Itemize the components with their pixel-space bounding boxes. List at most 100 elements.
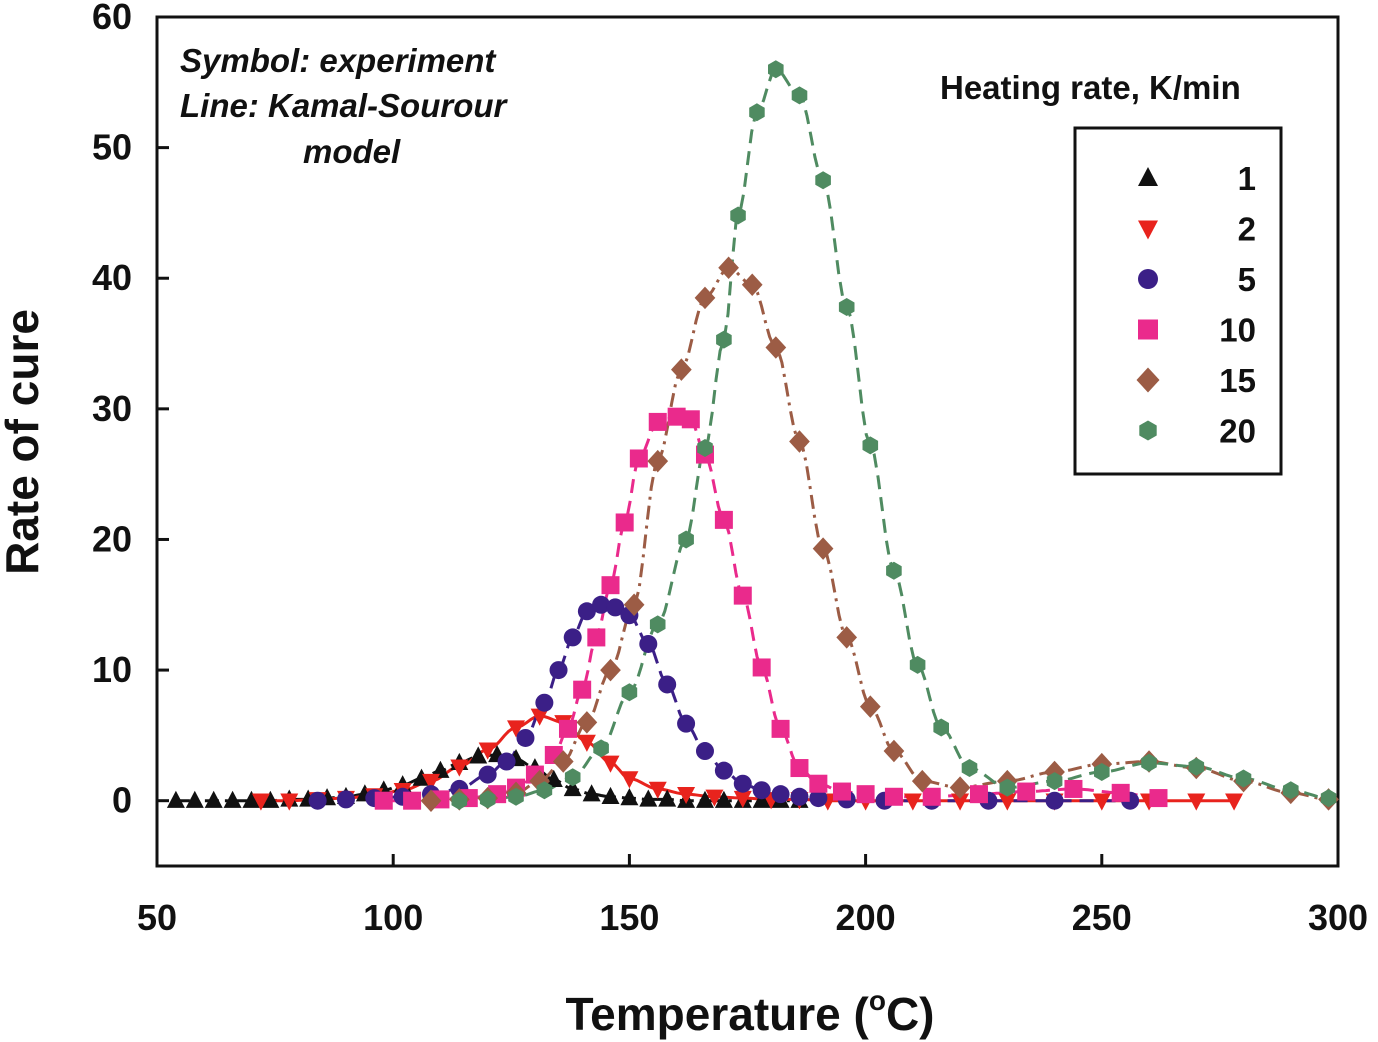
- data-point-1: [639, 789, 658, 807]
- data-point-20: [1235, 769, 1252, 788]
- data-point-5: [577, 602, 596, 621]
- legend-label-5: 5: [1238, 261, 1256, 298]
- x-tick-label: 50: [137, 897, 177, 938]
- data-point-15: [576, 711, 598, 734]
- x-tick-label: 300: [1308, 897, 1368, 938]
- data-point-20: [479, 790, 496, 809]
- data-point-15: [694, 286, 716, 310]
- experiment-markers: [166, 60, 1339, 812]
- data-point-1: [166, 790, 185, 808]
- data-point-10: [832, 782, 851, 801]
- data-point-5: [677, 714, 696, 733]
- data-point-15: [718, 256, 739, 280]
- data-point-10: [374, 791, 393, 810]
- data-point-10: [403, 791, 422, 810]
- data-point-20: [716, 330, 732, 349]
- data-point-20: [961, 759, 978, 777]
- legend-label-10: 10: [1219, 312, 1256, 349]
- data-point-1: [204, 790, 223, 808]
- legend-title: Heating rate, K/min: [940, 69, 1241, 106]
- data-point-20: [593, 739, 609, 758]
- data-point-5: [592, 595, 611, 614]
- data-point-2: [421, 773, 440, 791]
- data-point-2: [530, 708, 549, 726]
- model-curve-15: [430, 266, 1329, 803]
- data-point-15: [836, 626, 858, 649]
- data-point-15: [765, 336, 787, 359]
- data-point-10: [733, 586, 752, 605]
- data-point-10: [884, 787, 903, 806]
- data-point-20: [621, 683, 638, 702]
- legend-label-1: 1: [1238, 160, 1256, 197]
- data-point-5: [497, 752, 516, 771]
- data-point-1: [752, 790, 771, 808]
- data-point-15: [420, 789, 442, 812]
- data-point-5: [809, 789, 828, 808]
- series-10-points: [374, 407, 1168, 810]
- data-point-15: [671, 358, 692, 381]
- data-point-15: [812, 537, 834, 560]
- data-point-2: [1225, 793, 1244, 811]
- data-point-2: [677, 786, 696, 805]
- y-tick-label: 10: [92, 649, 132, 690]
- y-tick-label: 40: [92, 257, 132, 298]
- data-point-10: [1111, 783, 1130, 802]
- data-point-20: [697, 439, 713, 457]
- data-point-10: [601, 576, 620, 595]
- data-point-10: [1064, 779, 1083, 798]
- legend-marker-15: [1136, 367, 1160, 393]
- note-symbol: Symbol: experiment: [180, 42, 497, 79]
- data-point-10: [790, 759, 809, 778]
- data-point-10: [856, 785, 875, 804]
- data-point-10: [615, 513, 634, 532]
- data-point-1: [563, 779, 582, 797]
- data-point-2: [478, 742, 497, 760]
- data-point-5: [695, 742, 714, 761]
- data-point-20: [508, 787, 524, 806]
- y-axis-title: Rate of cure: [0, 309, 48, 575]
- x-tick-label: 150: [599, 897, 659, 938]
- data-point-15: [911, 769, 933, 793]
- data-point-20: [451, 791, 468, 810]
- data-point-5: [752, 781, 771, 800]
- data-point-10: [573, 680, 592, 699]
- data-point-15: [529, 769, 550, 793]
- y-tick-label: 0: [112, 780, 132, 821]
- note-model: model: [303, 133, 401, 170]
- data-point-10: [714, 510, 733, 529]
- data-point-2: [998, 793, 1017, 811]
- data-point-5: [771, 785, 790, 804]
- data-point-2: [951, 793, 970, 811]
- data-point-20: [838, 298, 855, 316]
- legend-marker-1: [1138, 167, 1158, 186]
- data-point-20: [768, 60, 784, 79]
- data-point-2: [280, 793, 299, 811]
- legend-marker-20: [1139, 420, 1157, 441]
- data-point-20: [791, 86, 808, 105]
- series-20-points: [451, 60, 1337, 810]
- data-point-15: [623, 593, 645, 617]
- data-point-2: [620, 771, 639, 789]
- data-point-10: [771, 719, 790, 738]
- data-point-1: [601, 786, 620, 804]
- data-point-10: [648, 412, 667, 431]
- data-point-1: [582, 784, 601, 802]
- data-point-15: [949, 776, 971, 799]
- data-point-5: [639, 634, 658, 653]
- plot-frame: [155, 15, 1340, 868]
- data-point-15: [552, 750, 574, 773]
- data-point-15: [859, 695, 881, 718]
- data-point-10: [1017, 782, 1036, 801]
- data-point-20: [909, 655, 926, 674]
- legend-label-20: 20: [1219, 413, 1256, 450]
- model-curve-10: [383, 415, 1159, 803]
- data-point-15: [741, 273, 763, 297]
- data-point-10: [969, 785, 988, 804]
- data-point-1: [469, 746, 488, 764]
- data-point-5: [563, 628, 582, 647]
- x-tick-label: 200: [836, 897, 896, 938]
- data-point-2: [577, 734, 596, 752]
- data-point-20: [678, 530, 694, 549]
- data-point-1: [544, 769, 563, 787]
- data-point-20: [536, 781, 553, 800]
